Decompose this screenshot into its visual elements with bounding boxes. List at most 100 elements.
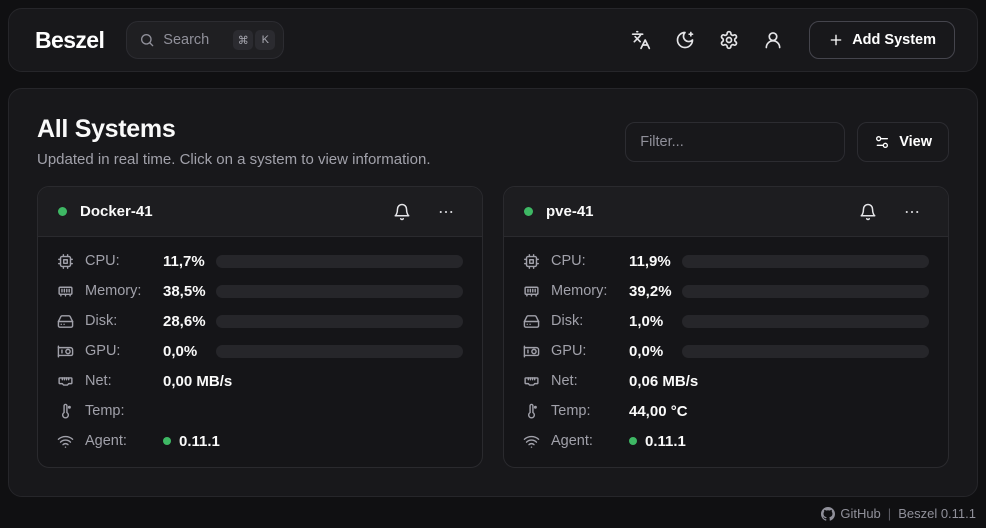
add-system-button[interactable]: Add System <box>809 21 955 59</box>
more-options-button[interactable] <box>430 196 462 228</box>
panel-header-right: View <box>625 121 949 162</box>
stat-row-memory: Memory: 38,5% <box>57 276 463 306</box>
search-shortcut: ⌘ K <box>233 30 276 50</box>
stat-value: 44,00 °C <box>629 402 688 420</box>
stat-value: 1,0% <box>629 312 664 330</box>
user-menu-button[interactable] <box>755 22 791 58</box>
stat-label: Temp: <box>551 403 591 419</box>
search-icon <box>139 32 155 48</box>
stat-label: Disk: <box>551 313 584 329</box>
systems-grid: Docker-41 <box>37 186 949 468</box>
stat-label: GPU: <box>85 343 121 359</box>
stat-label: CPU: <box>85 253 120 269</box>
system-card-body: CPU: 11,7% Memory: 38,5% Disk: <box>38 237 482 467</box>
footer-separator: | <box>887 506 892 521</box>
stat-row-net: Net: 0,06 MB/s <box>523 366 929 396</box>
system-card-header: pve-41 <box>504 187 948 237</box>
card-actions <box>386 196 462 228</box>
stat-row-disk: Disk: 1,0% <box>523 306 929 336</box>
stat-value: 0,0% <box>629 342 664 360</box>
alerts-button[interactable] <box>386 196 418 228</box>
memory-meter <box>682 284 929 298</box>
stat-label: Net: <box>551 373 578 389</box>
gpu-icon <box>57 343 74 360</box>
topbar-actions: Add System <box>623 21 955 59</box>
kbd-k: K <box>255 30 276 50</box>
kbd-meta: ⌘ <box>233 30 254 50</box>
ellipsis-icon <box>437 203 455 221</box>
ethernet-icon <box>523 373 540 390</box>
stat-label: Temp: <box>85 403 125 419</box>
view-label: View <box>899 133 932 150</box>
status-dot <box>58 207 67 216</box>
page-subtitle: Updated in real time. Click on a system … <box>37 151 431 168</box>
sliders-icon <box>874 134 890 150</box>
stat-row-disk: Disk: 28,6% <box>57 306 463 336</box>
stat-value: 38,5% <box>163 282 206 300</box>
bell-icon <box>859 203 877 221</box>
stat-row-temp: Temp: 44,00 °C <box>523 396 929 426</box>
alerts-button[interactable] <box>852 196 884 228</box>
more-options-button[interactable] <box>896 196 928 228</box>
card-actions <box>852 196 928 228</box>
plus-icon <box>828 32 844 48</box>
top-bar: Beszel Search ⌘ K <box>8 8 978 72</box>
stat-value: 0,0% <box>163 342 198 360</box>
stat-label: Disk: <box>85 313 118 329</box>
page-title: All Systems <box>37 115 176 143</box>
stat-label: GPU: <box>551 343 587 359</box>
stat-row-agent: Agent: 0.11.1 <box>523 426 929 456</box>
stat-row-cpu: CPU: 11,9% <box>523 246 929 276</box>
stat-row-memory: Memory: 39,2% <box>523 276 929 306</box>
thermometer-icon <box>523 403 540 420</box>
stat-row-agent: Agent: 0.11.1 <box>57 426 463 456</box>
stat-value: 0,06 MB/s <box>629 372 699 390</box>
system-name: pve-41 <box>546 203 594 220</box>
language-button[interactable] <box>623 22 659 58</box>
view-button[interactable]: View <box>857 121 949 162</box>
gpu-icon <box>523 343 540 360</box>
user-icon <box>763 30 783 50</box>
cpu-meter <box>216 254 463 268</box>
gear-icon <box>719 30 739 50</box>
disk-meter <box>216 314 463 328</box>
stat-value: 28,6% <box>163 312 206 330</box>
stat-row-net: Net: 0,00 MB/s <box>57 366 463 396</box>
stat-row-cpu: CPU: 11,7% <box>57 246 463 276</box>
settings-button[interactable] <box>711 22 747 58</box>
stat-label: Agent: <box>551 433 593 449</box>
system-card-docker-41[interactable]: Docker-41 <box>37 186 483 468</box>
github-link[interactable]: GitHub <box>821 506 881 521</box>
stat-row-gpu: GPU: 0,0% <box>523 336 929 366</box>
add-system-label: Add System <box>852 32 936 48</box>
system-card-pve-41[interactable]: pve-41 <box>503 186 949 468</box>
agent-value: 0.11.1 <box>629 433 929 450</box>
cpu-icon <box>523 253 540 270</box>
stat-label: CPU: <box>551 253 586 269</box>
memory-icon <box>57 283 74 300</box>
github-label: GitHub <box>840 506 881 521</box>
system-card-header: Docker-41 <box>38 187 482 237</box>
stat-value: 0,00 MB/s <box>163 372 233 390</box>
stat-label: Memory: <box>85 283 142 299</box>
gpu-meter <box>682 344 929 358</box>
theme-toggle-button[interactable] <box>667 22 703 58</box>
cpu-meter <box>682 254 929 268</box>
filter-input[interactable] <box>625 121 846 162</box>
beszel-logo: Beszel <box>35 26 105 53</box>
agent-status-dot <box>629 437 637 445</box>
stat-row-temp: Temp: <box>57 396 463 426</box>
memory-meter <box>216 284 463 298</box>
moon-star-icon <box>675 30 695 50</box>
search-input[interactable]: Search ⌘ K <box>126 21 285 59</box>
thermometer-icon <box>57 403 74 420</box>
gpu-meter <box>216 344 463 358</box>
stat-value: 11,7% <box>163 252 205 270</box>
ethernet-icon <box>57 373 74 390</box>
agent-version: 0.11.1 <box>179 432 220 450</box>
hard-drive-icon <box>523 313 540 330</box>
hard-drive-icon <box>57 313 74 330</box>
footer: GitHub | Beszel 0.11.1 <box>8 497 978 528</box>
all-systems-panel: All Systems Updated in real time. Click … <box>8 88 978 497</box>
system-card-body: CPU: 11,9% Memory: 39,2% Disk: <box>504 237 948 467</box>
